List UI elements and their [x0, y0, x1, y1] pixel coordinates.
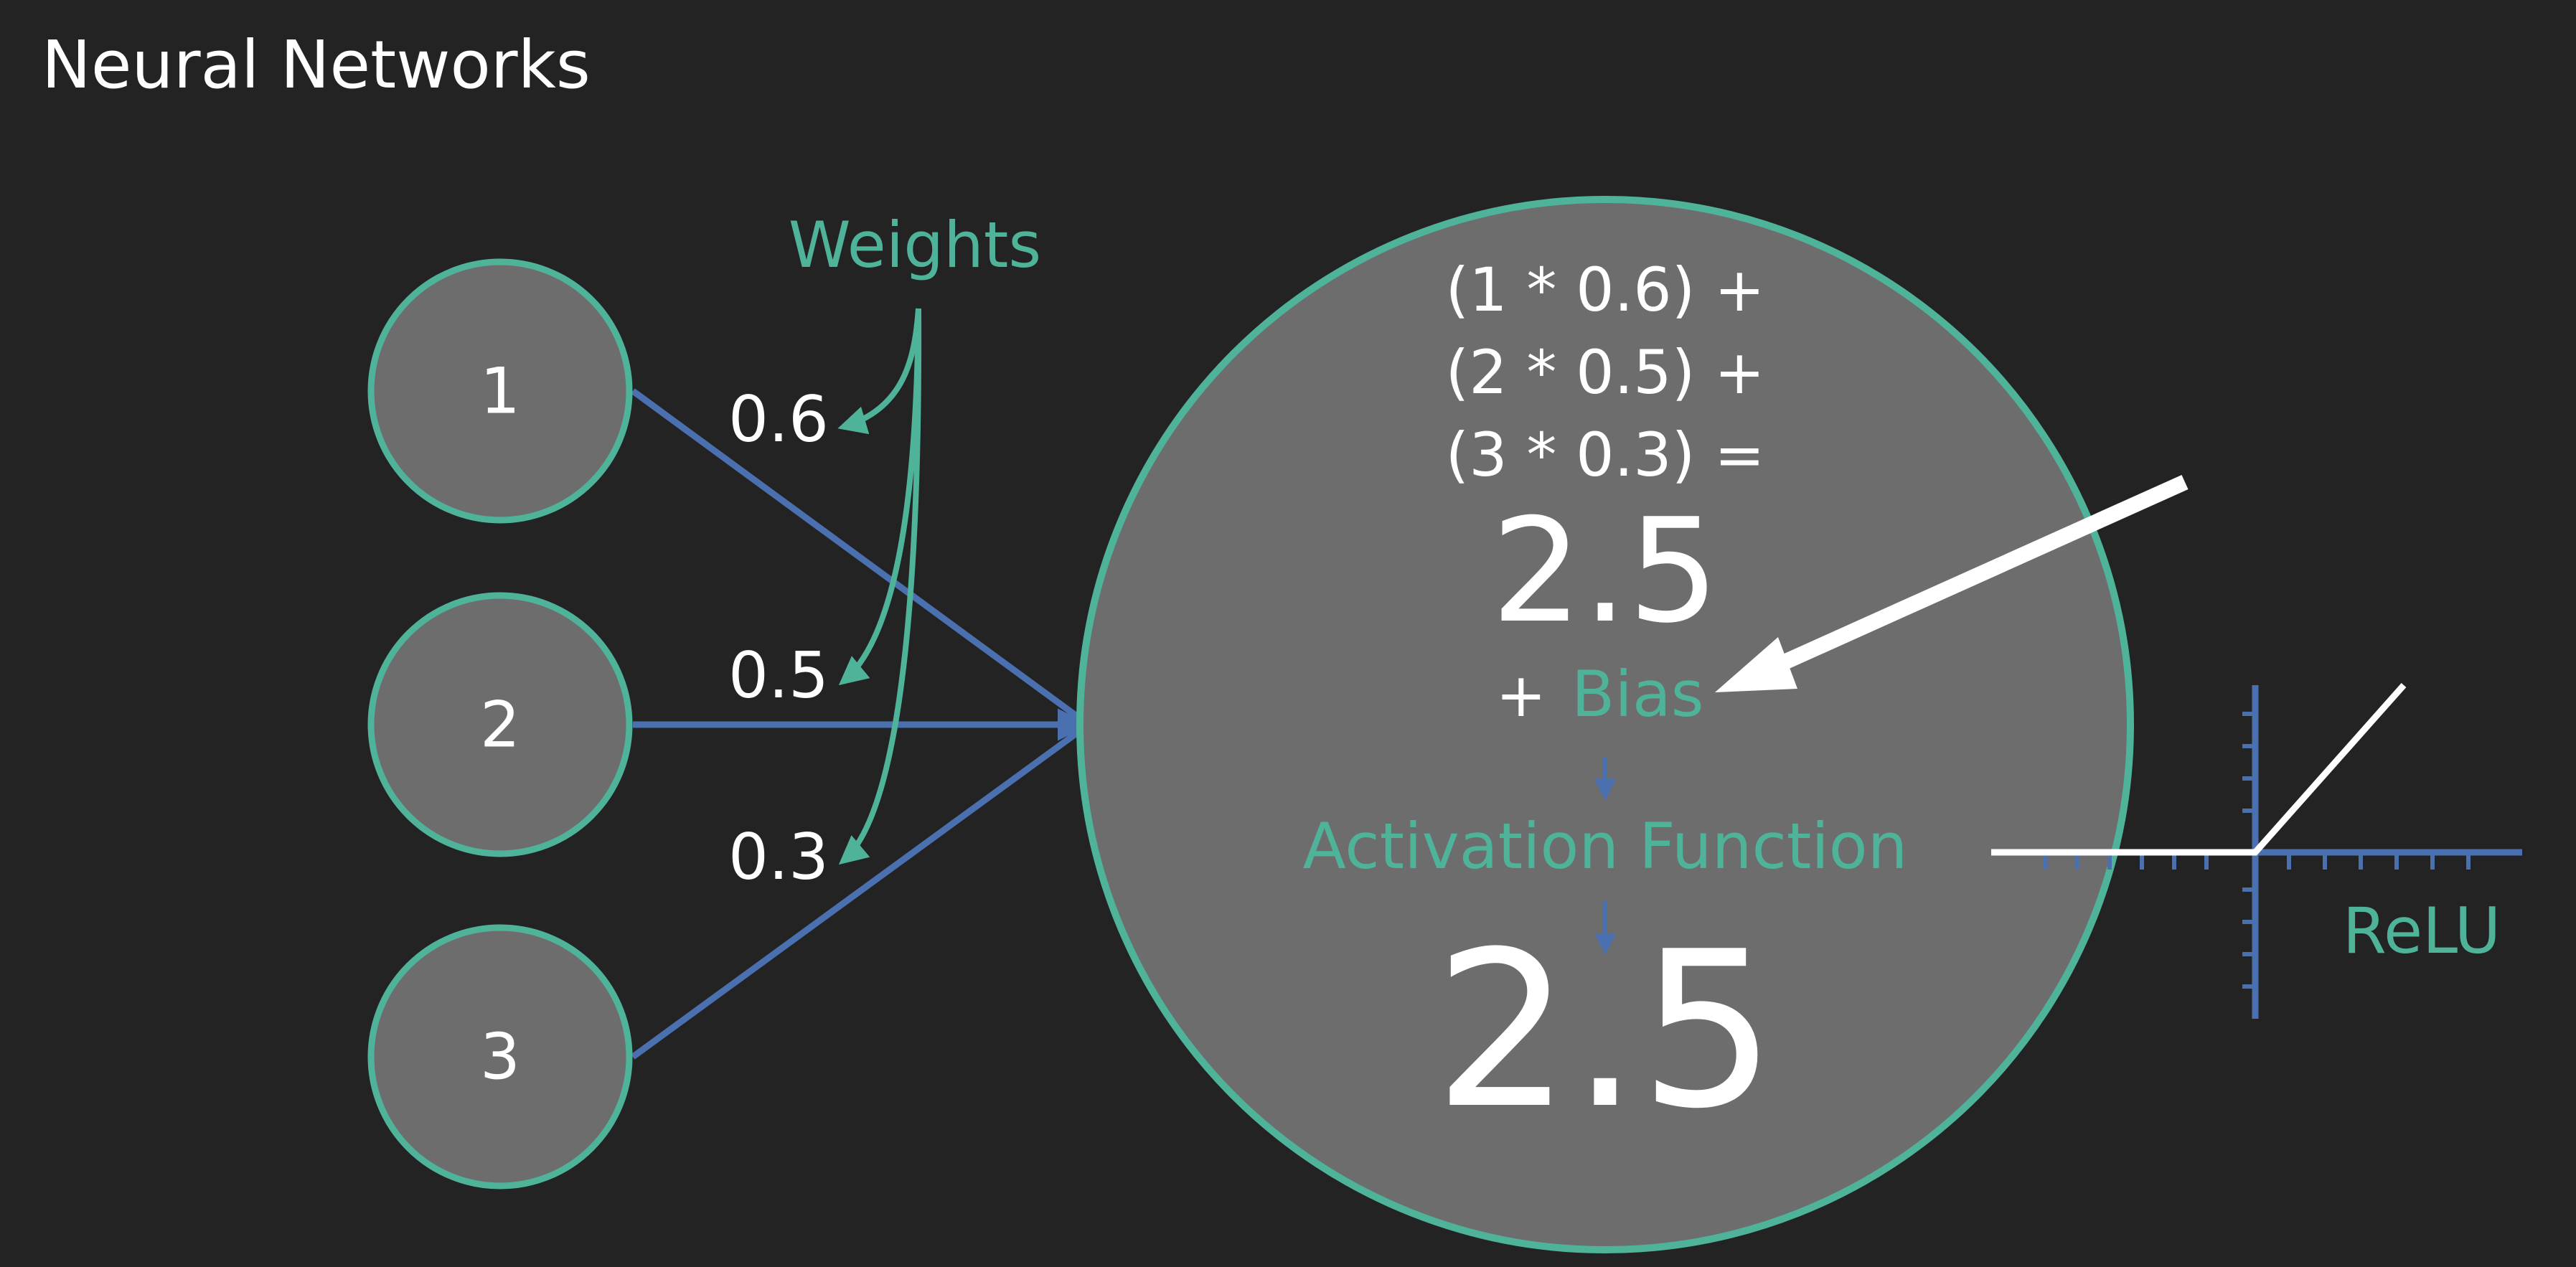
connection-1 [631, 388, 1086, 724]
output-value: 2.5 [1434, 905, 1776, 1156]
bias-pointer-arrowhead [1715, 637, 1797, 692]
relu-curve [1991, 683, 2407, 856]
equation-line-1: (1 * 0.6) + [1445, 255, 1764, 325]
bias-pointer-arrow [1762, 474, 2189, 679]
neuron [1076, 196, 2134, 1253]
connection-3 [631, 725, 1086, 1060]
bias-plus: + [1496, 660, 1546, 730]
relu-graph: ReLU [1991, 683, 2522, 1019]
weight-value-1: 0.6 [728, 382, 829, 456]
bias-label: Bias [1571, 657, 1704, 731]
page-title: Neural Networks [42, 27, 591, 103]
weighted-sum-value: 2.5 [1491, 488, 1719, 655]
weight-pointer-3 [838, 308, 922, 865]
input-node-label: 3 [480, 1020, 520, 1094]
input-node-label: 1 [480, 354, 520, 428]
weights-label: Weights [789, 208, 1041, 282]
input-node-1: 1 [367, 258, 633, 524]
weight-value-2: 0.5 [728, 639, 829, 712]
relu-label: ReLU [2343, 894, 2501, 968]
weight-value-3: 0.3 [728, 820, 829, 894]
input-node-2: 2 [367, 592, 633, 857]
equation-line-3: (3 * 0.3) = [1445, 420, 1764, 490]
input-node-label: 2 [480, 688, 520, 762]
input-node-3: 3 [367, 924, 633, 1190]
relu-y-ticks [2242, 712, 2255, 989]
equation-line-2: (2 * 0.5) + [1445, 337, 1764, 408]
activation-label: Activation Function [1303, 809, 1908, 883]
